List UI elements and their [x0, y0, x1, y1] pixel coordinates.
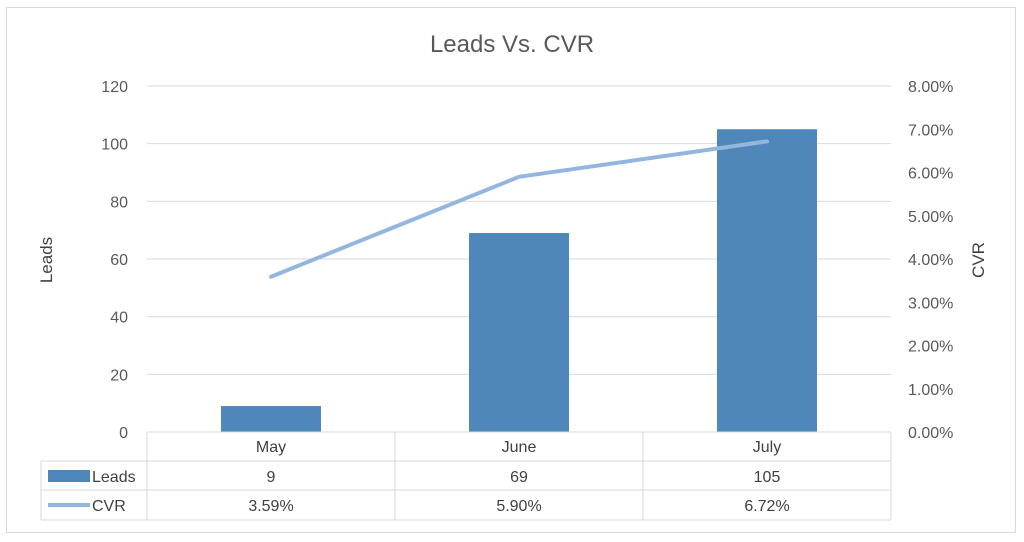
y2-tick-label: 4.00%	[908, 252, 953, 269]
table-cell-cvr: 3.59%	[248, 498, 293, 515]
y2-axis-title: CVR	[969, 242, 988, 278]
y2-tick-label: 2.00%	[908, 339, 953, 356]
y-axis-title: Leads	[37, 237, 56, 283]
table-cell-leads: 9	[267, 469, 276, 486]
x-tick-label: May	[256, 439, 286, 456]
legend-key-leads	[48, 470, 90, 482]
bar-leads	[469, 233, 569, 432]
y2-tick-label: 5.00%	[908, 209, 953, 226]
y-tick-label: 80	[110, 194, 128, 211]
bar-series-leads	[221, 129, 817, 432]
y-tick-label: 100	[101, 137, 128, 154]
y2-tick-label: 7.00%	[908, 122, 953, 139]
y2-tick-label: 0.00%	[908, 425, 953, 442]
axis-ticks: 0 20 40 60 80 100 120 0.00% 1.00% 2.00% 3.00% 4.00%…	[101, 79, 953, 442]
x-tick-label: June	[502, 439, 537, 456]
bar-leads	[717, 129, 817, 432]
table-cell-cvr: 5.90%	[496, 498, 541, 515]
y-tick-label: 60	[110, 252, 128, 269]
table-cell-leads: 105	[754, 469, 781, 486]
y2-tick-label: 1.00%	[908, 382, 953, 399]
legend-label-cvr: CVR	[92, 498, 126, 515]
table-cell-leads: 69	[510, 469, 528, 486]
line-series-cvr	[269, 139, 769, 279]
y-tick-label: 40	[110, 310, 128, 327]
y2-tick-label: 6.00%	[908, 166, 953, 183]
table-cell-cvr: 6.72%	[744, 498, 789, 515]
y-tick-label: 20	[110, 367, 128, 384]
legend-label-leads: Leads	[92, 469, 136, 486]
y-tick-label: 0	[119, 425, 128, 442]
data-table: May June July Leads 9 69 105 CVR 3.59% 5.90% 6.72%	[40, 431, 892, 521]
y2-tick-label: 8.00%	[908, 79, 953, 96]
chart-title: Leads Vs. CVR	[430, 31, 594, 58]
x-tick-label: July	[753, 439, 781, 456]
y2-tick-label: 3.00%	[908, 295, 953, 312]
y-tick-label: 120	[101, 79, 128, 96]
bar-leads	[221, 406, 321, 432]
